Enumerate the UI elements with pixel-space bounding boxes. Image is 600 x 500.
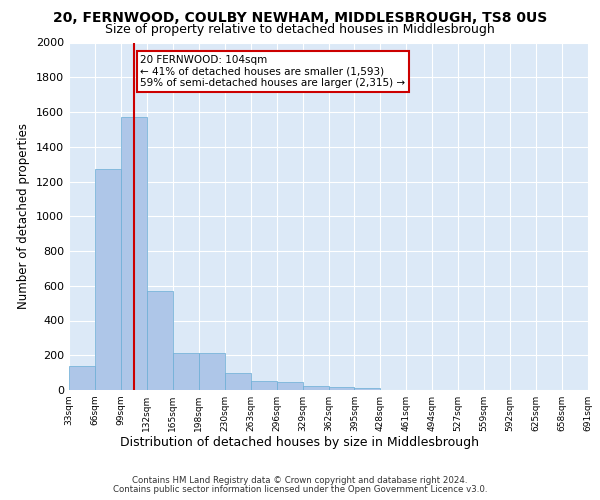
Text: Distribution of detached houses by size in Middlesbrough: Distribution of detached houses by size … bbox=[121, 436, 479, 449]
Bar bbox=[329, 388, 355, 390]
Bar bbox=[121, 117, 147, 390]
Bar bbox=[277, 382, 302, 390]
Bar bbox=[199, 352, 224, 390]
Bar bbox=[95, 170, 121, 390]
Bar bbox=[69, 366, 95, 390]
Text: Size of property relative to detached houses in Middlesbrough: Size of property relative to detached ho… bbox=[105, 22, 495, 36]
Text: Contains HM Land Registry data © Crown copyright and database right 2024.: Contains HM Land Registry data © Crown c… bbox=[132, 476, 468, 485]
Text: 20, FERNWOOD, COULBY NEWHAM, MIDDLESBROUGH, TS8 0US: 20, FERNWOOD, COULBY NEWHAM, MIDDLESBROU… bbox=[53, 12, 547, 26]
Bar bbox=[147, 291, 173, 390]
Bar bbox=[302, 386, 329, 390]
Bar bbox=[251, 382, 277, 390]
Bar bbox=[173, 352, 199, 390]
Bar bbox=[355, 388, 380, 390]
Text: 20 FERNWOOD: 104sqm
← 41% of detached houses are smaller (1,593)
59% of semi-det: 20 FERNWOOD: 104sqm ← 41% of detached ho… bbox=[140, 54, 406, 88]
Text: Contains public sector information licensed under the Open Government Licence v3: Contains public sector information licen… bbox=[113, 485, 487, 494]
Bar bbox=[225, 374, 251, 390]
Y-axis label: Number of detached properties: Number of detached properties bbox=[17, 123, 31, 309]
